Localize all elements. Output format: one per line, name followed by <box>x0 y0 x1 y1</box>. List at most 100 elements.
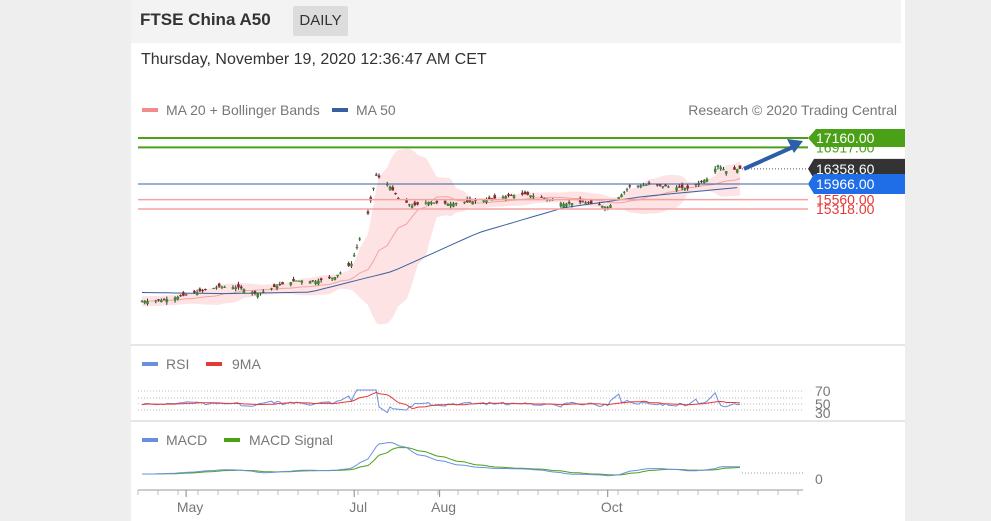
candle-body <box>562 203 565 208</box>
candle-body <box>452 203 455 207</box>
candle-body <box>587 202 590 204</box>
legend-label-ma20: MA 20 + Bollinger Bands <box>166 102 320 118</box>
candle-body <box>449 203 452 207</box>
rsi-line <box>141 389 741 414</box>
header-bar <box>131 0 901 43</box>
candle-body <box>702 180 706 184</box>
price-tag-label: 16358.60 <box>816 161 875 177</box>
candle-body <box>424 202 428 204</box>
x-axis-label-may: May <box>177 499 203 515</box>
candle-body <box>239 286 243 289</box>
candle-body <box>454 203 458 205</box>
legend-swatch-ma20 <box>142 108 158 112</box>
price-tag-pivot: 15966.00 <box>808 174 905 194</box>
candle-body <box>162 299 166 301</box>
candle-body <box>173 297 177 301</box>
candle-body <box>509 194 513 196</box>
candle-body <box>543 198 546 200</box>
macd-plot <box>142 441 803 477</box>
candle-body <box>231 287 235 290</box>
candle-body <box>678 186 681 188</box>
candle-body <box>532 195 535 197</box>
candle-body <box>179 295 182 297</box>
candle-body <box>295 280 298 282</box>
candle-body <box>374 174 378 176</box>
legend-label-macd-signal: MACD Signal <box>249 432 333 448</box>
candle-body <box>182 292 185 296</box>
candle-body <box>336 274 339 277</box>
ma50-line <box>141 187 738 295</box>
candle-body <box>589 200 593 204</box>
price-legend: MA 20 + Bollinger Bands MA 50 Research ©… <box>142 102 897 118</box>
bollinger-band <box>142 148 740 325</box>
rsi-level-70: 70 <box>815 383 831 399</box>
candle-body <box>465 199 469 202</box>
candle-body <box>620 194 623 198</box>
candle-body <box>432 202 436 204</box>
x-axis-label-oct: Oct <box>601 499 623 515</box>
candle-body <box>507 194 510 196</box>
candle-body <box>617 197 621 200</box>
candle-body <box>281 282 284 285</box>
candle-body <box>328 276 331 279</box>
legend-swatch-9ma <box>206 362 222 366</box>
candle-body <box>526 192 530 195</box>
candle-body <box>600 205 604 208</box>
candle-body <box>683 188 687 191</box>
legend-swatch-macd-signal <box>224 438 240 442</box>
legend-label-ma50: MA 50 <box>356 102 396 118</box>
candle-body <box>388 186 392 190</box>
candle-body <box>261 291 265 293</box>
legend-swatch-rsi <box>142 362 158 366</box>
candle-body <box>661 185 665 188</box>
price-tag-bg <box>808 158 905 179</box>
candle-body <box>253 291 257 293</box>
candle-body <box>686 185 689 189</box>
candle-body <box>680 184 684 188</box>
legend-swatch-macd <box>142 438 158 442</box>
candle-body <box>493 195 497 199</box>
candle-body <box>408 204 411 206</box>
candle-body <box>366 211 370 214</box>
price-tag-label: 15966.00 <box>816 176 875 192</box>
candle-body <box>716 165 720 168</box>
candle-body <box>193 290 196 293</box>
macd-zero-label: 0 <box>815 471 823 487</box>
candle-body <box>319 278 323 281</box>
candle-body <box>394 193 397 195</box>
candle-body <box>664 184 667 187</box>
rsi-plot <box>138 389 803 414</box>
candle-body <box>311 280 315 282</box>
candle-body <box>215 287 218 289</box>
candle-body <box>446 203 450 206</box>
candle-body <box>405 199 408 203</box>
macd-legend: MACD MACD Signal <box>142 432 333 448</box>
candle-body <box>300 280 304 283</box>
candle-body <box>297 280 301 282</box>
candle-body <box>700 180 703 182</box>
candle-body <box>234 287 237 289</box>
candle-body <box>416 202 419 205</box>
price-tag-last: 16358.60 <box>808 158 905 179</box>
rsi-level-30: 30 <box>815 405 831 421</box>
period-badge[interactable]: DAILY <box>293 6 348 36</box>
candle-body <box>278 284 282 286</box>
legend-label-rsi: RSI <box>166 356 189 372</box>
candle-body <box>578 198 582 203</box>
candle-body <box>355 246 359 248</box>
candle-body <box>372 187 375 189</box>
forecast-arrow-head <box>787 139 803 153</box>
candle-body <box>713 168 717 173</box>
candle-body <box>314 281 317 285</box>
x-axis-label-aug: Aug <box>431 499 456 515</box>
candle-body <box>504 196 508 199</box>
candle-body <box>430 202 433 204</box>
candle-body <box>289 282 293 285</box>
candle-body <box>735 169 739 173</box>
rsi-legend: RSI 9MA <box>142 356 261 372</box>
candle-body <box>656 183 659 186</box>
candle-body <box>471 201 474 205</box>
candle-body <box>259 292 262 294</box>
candle-body <box>184 294 188 296</box>
candle-body <box>490 198 494 200</box>
